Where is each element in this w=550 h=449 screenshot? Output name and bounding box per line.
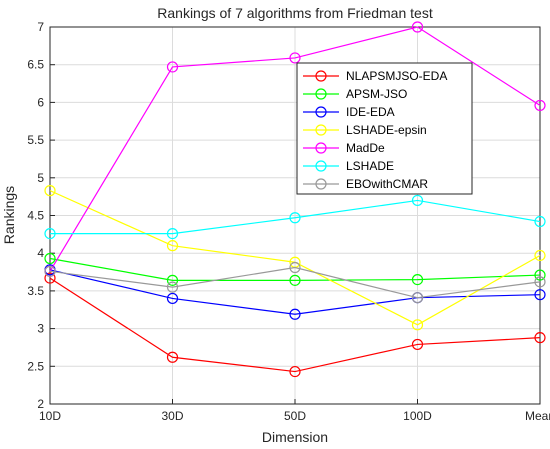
data-point bbox=[44, 265, 56, 277]
y-tick-label: 6.5 bbox=[27, 58, 44, 72]
legend-label: MadDe bbox=[346, 141, 385, 155]
legend-item: LSHADE bbox=[303, 159, 394, 173]
series-line bbox=[49, 26, 541, 272]
data-point bbox=[44, 252, 56, 265]
y-tick-label: 5.5 bbox=[27, 133, 44, 147]
data-point bbox=[534, 269, 546, 281]
legend-label: EBOwithCMAR bbox=[346, 177, 428, 191]
data-point bbox=[289, 274, 301, 286]
series-group bbox=[44, 21, 546, 378]
legend-item: APSM-JSO bbox=[303, 87, 407, 101]
data-point bbox=[411, 338, 424, 351]
y-tick-label: 4.5 bbox=[27, 209, 44, 223]
legend-marker bbox=[315, 124, 327, 136]
data-point bbox=[534, 332, 546, 344]
data-point bbox=[534, 289, 546, 301]
data-point bbox=[289, 52, 301, 64]
y-axis-title: Rankings bbox=[1, 186, 17, 244]
data-point bbox=[534, 215, 546, 228]
x-tick-label: 30D bbox=[161, 409, 183, 423]
data-point bbox=[289, 261, 301, 274]
legend-marker bbox=[315, 142, 327, 154]
legend-label: LSHADE-epsin bbox=[346, 123, 427, 137]
data-point bbox=[289, 308, 301, 320]
data-point bbox=[534, 249, 546, 262]
legend-item: EBOwithCMAR bbox=[303, 177, 428, 191]
legend: NLAPSMJSO-EDA APSM-JSO IDE-EDA LSHADE-epsin… bbox=[296, 62, 473, 195]
data-point bbox=[534, 99, 546, 112]
y-tick-label: 5 bbox=[37, 171, 44, 185]
x-tick-label: 100D bbox=[403, 409, 432, 423]
data-point bbox=[166, 227, 179, 240]
series-4 bbox=[44, 21, 546, 277]
x-axis-title: Dimension bbox=[262, 429, 328, 445]
y-tick-label: 3 bbox=[37, 322, 44, 336]
x-tick-label: 10D bbox=[39, 409, 61, 423]
data-point bbox=[411, 273, 424, 286]
y-tick-label: 7 bbox=[37, 20, 44, 34]
y-tick-label: 6 bbox=[37, 95, 44, 109]
data-point bbox=[44, 185, 56, 197]
data-point bbox=[166, 61, 179, 73]
legend-item: LSHADE-epsin bbox=[303, 123, 427, 137]
data-point bbox=[411, 21, 424, 33]
data-point bbox=[166, 281, 179, 293]
data-point bbox=[411, 292, 424, 304]
legend-item: MadDe bbox=[303, 141, 385, 155]
x-tick-label: Mean bbox=[525, 409, 550, 423]
data-point bbox=[166, 274, 179, 286]
y-tick-label: 2.5 bbox=[27, 359, 44, 373]
data-point bbox=[44, 272, 56, 284]
chart-title: Rankings of 7 algorithms from Friedman t… bbox=[157, 5, 433, 21]
data-point bbox=[289, 365, 301, 378]
legend-item: NLAPSMJSO-EDA bbox=[303, 69, 447, 83]
legend-marker bbox=[315, 70, 327, 82]
legend-label: NLAPSMJSO-EDA bbox=[346, 69, 447, 83]
legend-label: APSM-JSO bbox=[346, 87, 407, 101]
legend-item: IDE-EDA bbox=[303, 105, 395, 119]
series-line bbox=[49, 277, 541, 373]
data-point bbox=[411, 319, 424, 331]
series-6 bbox=[44, 261, 546, 304]
legend-marker bbox=[315, 160, 327, 172]
legend-label: IDE-EDA bbox=[346, 105, 395, 119]
y-axis: 2 2.5 3 3.5 4 4.5 5 5.5 6 6.5 7 bbox=[27, 20, 55, 411]
data-point bbox=[166, 240, 179, 252]
legend-label: LSHADE bbox=[346, 159, 394, 173]
data-point bbox=[289, 212, 301, 224]
series-line bbox=[49, 257, 541, 281]
y-tick-label: 2 bbox=[37, 397, 44, 411]
legend-marker bbox=[315, 178, 327, 190]
legend-marker bbox=[315, 106, 327, 118]
x-tick-label: 50D bbox=[284, 409, 306, 423]
series-line bbox=[50, 199, 541, 235]
x-axis: 10D 30D 50D 100D Mean bbox=[39, 399, 550, 423]
y-tick-label: 4 bbox=[37, 246, 44, 260]
data-point bbox=[166, 351, 179, 363]
y-tick-label: 3.5 bbox=[27, 284, 44, 298]
series-5 bbox=[44, 194, 546, 240]
series-0 bbox=[44, 272, 546, 378]
data-point bbox=[166, 292, 179, 305]
data-point bbox=[534, 276, 546, 288]
series-1 bbox=[44, 252, 546, 286]
series-line bbox=[49, 266, 541, 299]
data-point bbox=[44, 227, 56, 240]
legend-marker bbox=[315, 88, 327, 100]
series-line bbox=[49, 269, 541, 315]
data-point bbox=[411, 194, 424, 207]
